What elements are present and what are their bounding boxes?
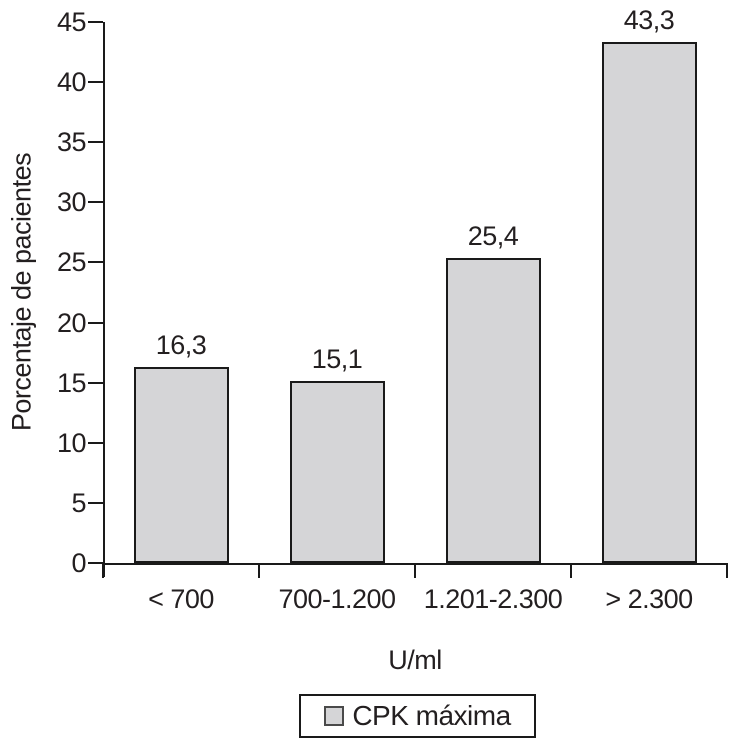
legend: CPK máxima [299,694,536,738]
x-category-label: > 2.300 [605,584,693,614]
y-tick-label: 25 [56,247,87,278]
bar-value-label: 43,3 [623,5,675,36]
y-tick-label: 40 [56,67,87,98]
x-axis-title: U/ml [388,645,442,675]
y-axis-line [103,22,105,577]
legend-label: CPK máxima [352,700,511,731]
x-tick-mark [258,563,260,578]
y-tick-label: 30 [56,187,87,218]
bar-value-label: 25,4 [467,220,519,251]
y-tick-label: 10 [56,427,87,458]
y-tick-mark [88,21,103,23]
y-tick-label: 15 [56,367,87,398]
legend-swatch-icon [324,706,345,726]
bar-4 [601,42,697,563]
bar-1 [133,367,229,563]
y-tick-mark [88,141,103,144]
x-tick-mark [726,563,728,578]
y-tick-mark [88,381,103,384]
x-tick-mark [414,563,416,578]
x-tick-mark [102,563,104,578]
y-tick-label: 0 [71,548,86,578]
y-tick-label: 20 [56,307,87,338]
y-tick-label: 35 [56,127,87,158]
y-tick-mark [88,261,103,264]
y-tick-mark [88,81,103,84]
x-category-label: 1.201-2.300 [423,584,563,614]
bar-value-label: 15,1 [311,344,363,375]
y-tick-mark [88,201,103,204]
y-tick-mark [88,562,103,564]
bar-value-label: 16,3 [155,330,207,361]
y-tick-label: 5 [71,487,86,518]
x-category-label: 700-1.200 [278,584,396,614]
bar-2 [289,381,385,563]
bar-3 [445,257,541,563]
x-category-label: < 700 [148,584,214,614]
x-tick-mark [570,563,572,578]
y-tick-mark [88,501,103,504]
y-tick-label: 45 [56,7,87,37]
y-tick-mark [88,321,103,324]
y-tick-mark [88,441,103,444]
